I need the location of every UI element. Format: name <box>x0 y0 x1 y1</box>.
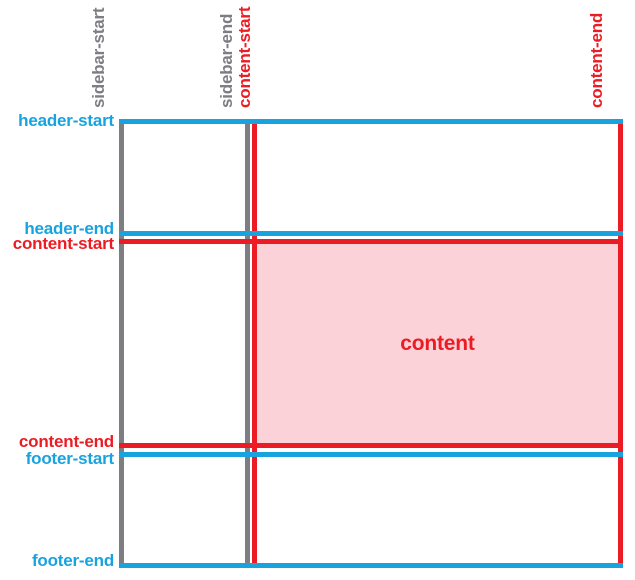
row-label-header-start: header-start <box>18 111 114 130</box>
row-line-footer-start <box>119 452 623 457</box>
content-area-label: content <box>400 331 475 355</box>
column-line-sidebar-start <box>119 124 124 563</box>
row-line-content-start <box>119 239 623 244</box>
row-line-footer-end <box>119 563 623 568</box>
row-label-footer-start: footer-start <box>25 449 114 468</box>
row-line-header-end <box>119 231 623 236</box>
row-label-header-end: header-end <box>24 219 114 238</box>
column-label-content-end: content-end <box>587 12 606 108</box>
row-line-header-start <box>119 119 623 124</box>
row-label-content-start: content-start <box>12 234 114 253</box>
column-label-sidebar-end: sidebar-end <box>217 13 236 108</box>
content-area: content <box>257 244 618 443</box>
column-label-sidebar-start: sidebar-start <box>89 7 108 108</box>
column-line-sidebar-end <box>245 124 250 563</box>
column-line-content-end <box>618 124 623 563</box>
row-label-content-end: content-end <box>18 432 114 451</box>
column-label-content-start: content-start <box>235 6 254 108</box>
row-line-content-end <box>119 443 623 448</box>
row-label-footer-end: footer-end <box>31 551 114 570</box>
column-line-content-start <box>252 124 257 563</box>
